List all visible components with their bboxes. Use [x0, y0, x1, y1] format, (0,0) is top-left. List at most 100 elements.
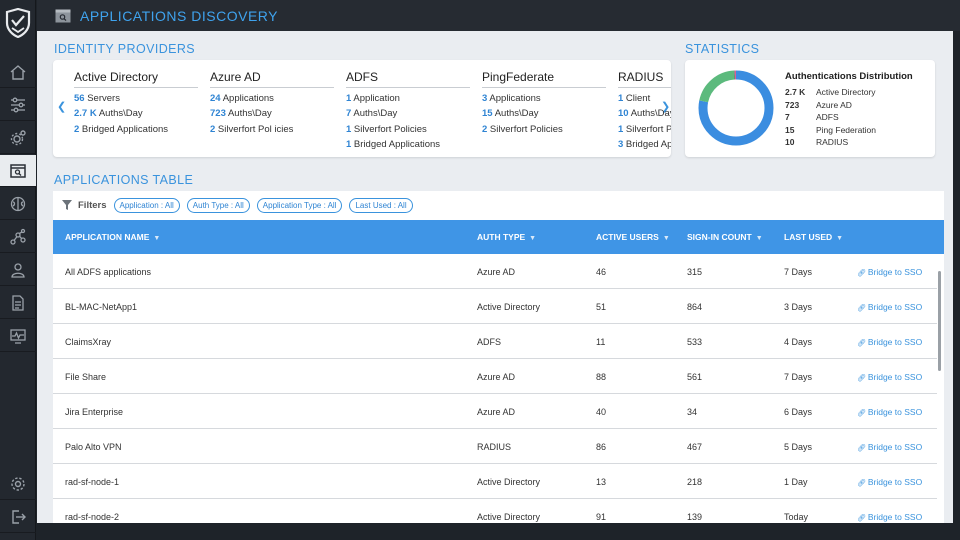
cell-last-used: 6 Days	[784, 407, 813, 417]
idp-stat: 3 Bridged Applications	[618, 138, 671, 150]
identity-providers-title: IDENTITY PROVIDERS	[54, 42, 196, 56]
monitor-icon	[10, 328, 26, 344]
idp-stat: 2.7 K Auths\Day	[74, 108, 143, 120]
shield-logo-icon[interactable]	[4, 8, 32, 38]
statistics-panel: Authentications Distribution 2.7 K Active…	[685, 60, 935, 157]
idp-card-adfs[interactable]: ADFS 1 Application 7 Auths\Day 1 Silverf…	[346, 70, 470, 152]
table-scrollbar[interactable]	[938, 271, 941, 371]
applications-table-title: APPLICATIONS TABLE	[54, 173, 194, 187]
table-row[interactable]: Jira Enterprise Azure AD 40 34 6 Days 🔗︎ Brid…	[53, 394, 937, 429]
table-row[interactable]: All ADFS applications Azure AD 46 315 7 Days…	[53, 254, 937, 289]
home-icon	[10, 64, 26, 80]
idp-name: PingFederate	[482, 70, 606, 88]
filter-chip-auth-type[interactable]: Auth Type : All	[186, 197, 250, 213]
cell-active-users: 91	[596, 512, 607, 522]
column-header-auth-type[interactable]: AUTH TYPE ▼	[477, 232, 537, 242]
cell-name: File Share	[65, 372, 107, 382]
filter-chip-application-type[interactable]: Application Type : All	[256, 197, 343, 213]
cell-active-users: 46	[596, 267, 607, 277]
cell-name: All ADFS applications	[65, 267, 152, 277]
cell-active-users: 40	[596, 407, 607, 417]
table-row[interactable]: rad-sf-node-2 Active Directory 91 139 Today 🔗…	[53, 499, 937, 523]
search-window-icon	[10, 163, 26, 178]
sidebar-item-reports[interactable]	[0, 287, 36, 319]
column-header-last-used[interactable]: LAST USED ▼	[784, 232, 844, 242]
link-icon: 🔗︎	[857, 270, 868, 277]
filter-chip-application[interactable]: Application : All	[113, 197, 180, 213]
sidebar-item-policies[interactable]	[0, 89, 36, 121]
sidebar-item-applications-discovery[interactable]	[0, 155, 36, 187]
bridge-to-sso-link[interactable]: 🔗︎ Bridge to SSO	[857, 477, 923, 487]
applications-table: Filters Application : All Auth Type : Al…	[53, 191, 944, 523]
donut-slice-4	[698, 70, 774, 146]
bridge-to-sso-link[interactable]: 🔗︎ Bridge to SSO	[857, 302, 923, 312]
cell-sign-in-count: 533	[687, 337, 703, 347]
link-icon: 🔗︎	[857, 410, 868, 417]
cell-name: Palo Alto VPN	[65, 442, 122, 452]
sidebar-item-graph[interactable]	[0, 221, 36, 253]
idp-card-azure-ad[interactable]: Azure AD 24 Applications 723 Auths\Day 2…	[210, 70, 334, 137]
idp-stat: 1 Application	[346, 93, 400, 104]
cell-active-users: 13	[596, 477, 607, 487]
cell-auth-type: Active Directory	[477, 302, 541, 312]
table-row[interactable]: rad-sf-node-1 Active Directory 13 218 1 Day 🔗…	[53, 464, 937, 499]
sidebar-item-settings-cog[interactable]	[0, 122, 36, 154]
stats-legend-item: 15 Ping Federation	[785, 124, 877, 135]
cell-active-users: 88	[596, 372, 607, 382]
idp-card-radius[interactable]: RADIUS 1 Client 10 Auths\Day 1 Silverfor…	[618, 70, 671, 152]
bridge-to-sso-link[interactable]: 🔗︎ Bridge to SSO	[857, 442, 923, 452]
cell-sign-in-count: 315	[687, 267, 703, 277]
sidebar-item-home[interactable]	[0, 56, 36, 88]
table-row[interactable]: ClaimsXray ADFS 11 533 4 Days 🔗︎ Bridge to SS…	[53, 324, 937, 359]
statistics-title: STATISTICS	[685, 42, 760, 56]
sidebar	[0, 0, 36, 540]
sidebar-item-logout[interactable]	[0, 501, 36, 533]
cell-auth-type: Azure AD	[477, 372, 516, 382]
bridge-to-sso-link[interactable]: 🔗︎ Bridge to SSO	[857, 407, 923, 417]
main-content: IDENTITY PROVIDERS STATISTICS ❮ ❯ Active…	[37, 31, 953, 523]
stats-legend-item: 2.7 K Active Directory	[785, 87, 876, 97]
cell-sign-in-count: 864	[687, 302, 703, 312]
idp-stat: 1 Silverfort Policies	[346, 123, 427, 135]
cogs-icon	[10, 129, 26, 145]
table-row[interactable]: Palo Alto VPN RADIUS 86 467 5 Days 🔗︎ Bridge …	[53, 429, 937, 464]
cell-last-used: 7 Days	[784, 267, 813, 277]
idp-name: RADIUS	[618, 70, 671, 88]
idp-stat: 2 Silverfort Pol icies	[210, 123, 294, 135]
idp-card-active-directory[interactable]: Active Directory 56 Servers 2.7 K Auths\…	[74, 70, 198, 137]
sidebar-item-settings[interactable]	[0, 468, 36, 500]
bridge-to-sso-link[interactable]: 🔗︎ Bridge to SSO	[857, 372, 923, 382]
sidebar-item-brain[interactable]	[0, 188, 36, 220]
idp-stat: 2 Bridged Applications	[74, 123, 169, 135]
sidebar-item-users[interactable]	[0, 254, 36, 286]
column-header-application-name[interactable]: APPLICATION NAME ▼	[65, 232, 161, 242]
filters-label: Filters	[78, 199, 107, 211]
idp-stat: 7 Auths\Day	[346, 108, 398, 120]
stats-legend-item: 723 Azure AD	[785, 99, 852, 110]
bridge-to-sso-link[interactable]: 🔗︎ Bridge to SSO	[857, 337, 923, 347]
sidebar-item-monitor[interactable]	[0, 320, 36, 352]
logout-icon	[12, 509, 26, 524]
cell-name: Jira Enterprise	[65, 407, 124, 417]
user-icon	[11, 262, 25, 278]
sliders-icon	[11, 97, 25, 112]
filter-icon[interactable]	[62, 200, 72, 210]
bridge-to-sso-link[interactable]: 🔗︎ Bridge to SSO	[857, 267, 923, 277]
idp-name: Azure AD	[210, 70, 334, 88]
idp-stat: 723 Auths\Day	[210, 108, 272, 120]
idp-card-pingfederate[interactable]: PingFederate 3 Applications 15 Auths\Day…	[482, 70, 606, 137]
filter-chip-last-used[interactable]: Last Used : All	[349, 197, 413, 213]
column-header-sign-in-count[interactable]: SIGN-IN COUNT ▼	[687, 232, 763, 242]
page-header: APPLICATIONS DISCOVERY	[37, 0, 960, 31]
carousel-prev-arrow-icon[interactable]: ❮	[57, 101, 67, 113]
chart-title: Authentications Distribution	[785, 71, 913, 82]
bridge-to-sso-link[interactable]: 🔗︎ Bridge to SSO	[857, 512, 923, 522]
sort-caret-icon: ▼	[755, 235, 763, 242]
table-row[interactable]: File Share Azure AD 88 561 7 Days 🔗︎ Bridge t…	[53, 359, 937, 394]
graph-icon	[10, 228, 26, 245]
carousel-next-arrow-icon[interactable]: ❯	[661, 101, 671, 113]
page-title: APPLICATIONS DISCOVERY	[80, 7, 278, 24]
cell-name: rad-sf-node-1	[65, 477, 120, 487]
table-row[interactable]: BL-MAC-NetApp1 Active Directory 51 864 3 Day…	[53, 289, 937, 324]
column-header-active-users[interactable]: ACTIVE USERS ▼	[596, 232, 670, 242]
